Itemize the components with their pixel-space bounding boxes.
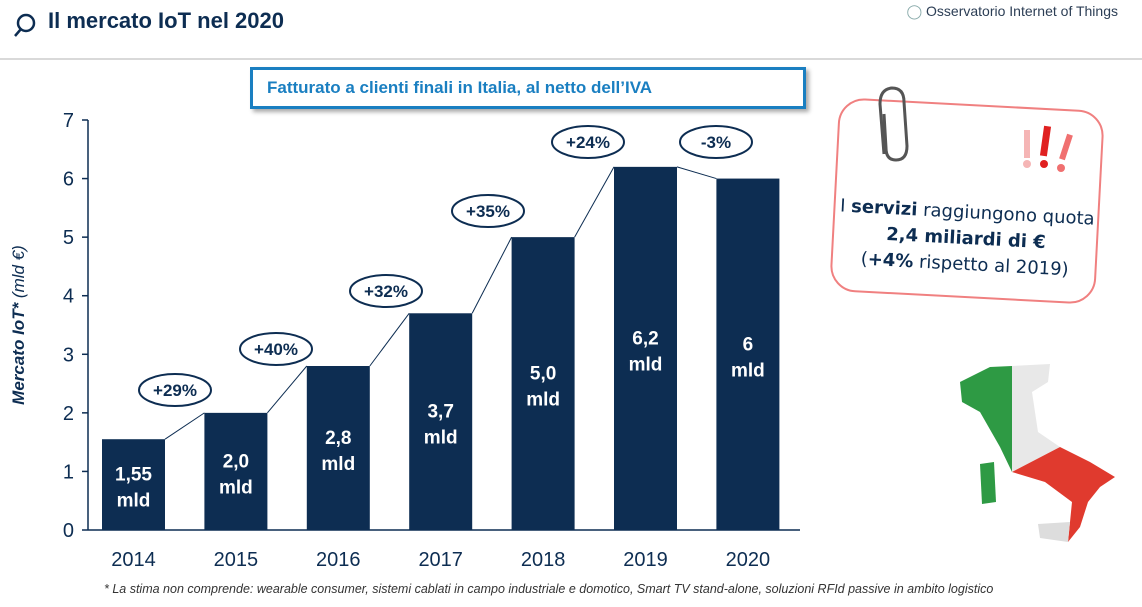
y-axis-label-main: Mercato IoT* [9, 301, 28, 404]
connector-line [267, 365, 308, 414]
growth-label: +35% [466, 202, 510, 221]
bar-value-label: 5,0 [530, 364, 556, 385]
x-tick-label: 2020 [726, 549, 771, 571]
connector-line [574, 166, 615, 238]
y-tick-label: 6 [63, 169, 74, 191]
bar-value-label: 3,7 [427, 402, 453, 423]
x-tick-label: 2018 [521, 549, 566, 571]
growth-label: +40% [254, 340, 298, 359]
y-axis-label: Mercato IoT* (mld €) [9, 245, 28, 405]
bar-value-label: 2,0 [223, 451, 249, 472]
bar-unit-label: mld [731, 360, 765, 381]
growth-label: +29% [153, 381, 197, 400]
paperclip-icon [878, 86, 909, 162]
bar [306, 366, 370, 530]
bar-unit-label: mld [526, 390, 560, 411]
y-tick-label: 5 [63, 227, 74, 249]
magnifier-icon [14, 13, 36, 37]
growth-badge [349, 274, 423, 308]
bar-value-label: 2,8 [325, 428, 351, 449]
x-tick-label: 2016 [316, 549, 361, 571]
growth-badge [239, 332, 313, 366]
growth-badge [679, 125, 753, 159]
y-tick-label: 3 [63, 344, 74, 366]
x-tick-label: 2019 [623, 549, 668, 571]
callout-text: I servizi raggiungono quota 2,4 miliardi… [839, 195, 1096, 281]
growth-badge [138, 373, 212, 407]
bar [204, 412, 268, 530]
x-tick-label: 2014 [111, 549, 156, 571]
page-title: Il mercato IoT nel 2020 [48, 8, 284, 33]
italy-map-icon [960, 364, 1115, 542]
x-tick-label: 2015 [214, 549, 259, 571]
divider [0, 58, 1142, 60]
growth-badge [551, 125, 625, 159]
connector-line [471, 236, 513, 314]
exclamation-icon [1023, 125, 1073, 172]
y-tick-label: 0 [63, 520, 74, 542]
bar-unit-label: mld [219, 477, 253, 498]
chart-subtitle: Fatturato a clienti finali in Italia, al… [250, 67, 806, 109]
growth-badge [451, 194, 525, 228]
connector-line [369, 312, 410, 367]
bar-unit-label: mld [117, 491, 151, 512]
connector-line [164, 412, 205, 440]
x-tick-label: 2017 [418, 549, 463, 571]
y-tick-label: 4 [63, 286, 74, 308]
y-tick-label: 2 [63, 403, 74, 425]
y-tick-label: 7 [63, 110, 74, 132]
y-axis-label-unit: (mld €) [9, 245, 28, 303]
bar-unit-label: mld [321, 454, 355, 475]
bar-unit-label: mld [629, 354, 663, 375]
bar [716, 178, 780, 531]
y-tick-label: 1 [63, 461, 74, 483]
growth-label: -3% [701, 133, 731, 152]
brand: ◯ Osservatorio Internet of Things [906, 3, 1118, 20]
bar [614, 166, 677, 530]
growth-label: +32% [364, 282, 408, 301]
bar-value-label: 1,55 [115, 465, 152, 486]
growth-label: +24% [566, 133, 610, 152]
brand-name: Osservatorio Internet of Things [926, 3, 1118, 19]
bar-chart: 0 1 2 3 4 5 6 7 Mercato IoT* (mld €) 1,55 mld 2014 2… [9, 110, 800, 571]
bar-unit-label: mld [424, 428, 458, 449]
bar [511, 237, 575, 530]
bar [409, 313, 473, 530]
magnifier-icon: ◯ [906, 3, 927, 19]
footnote: * La stima non comprende: wearable consu… [104, 582, 994, 596]
connector-line [676, 166, 717, 180]
bar [102, 439, 165, 530]
bar-value-label: 6 [743, 334, 754, 355]
bar-value-label: 6,2 [632, 328, 658, 349]
